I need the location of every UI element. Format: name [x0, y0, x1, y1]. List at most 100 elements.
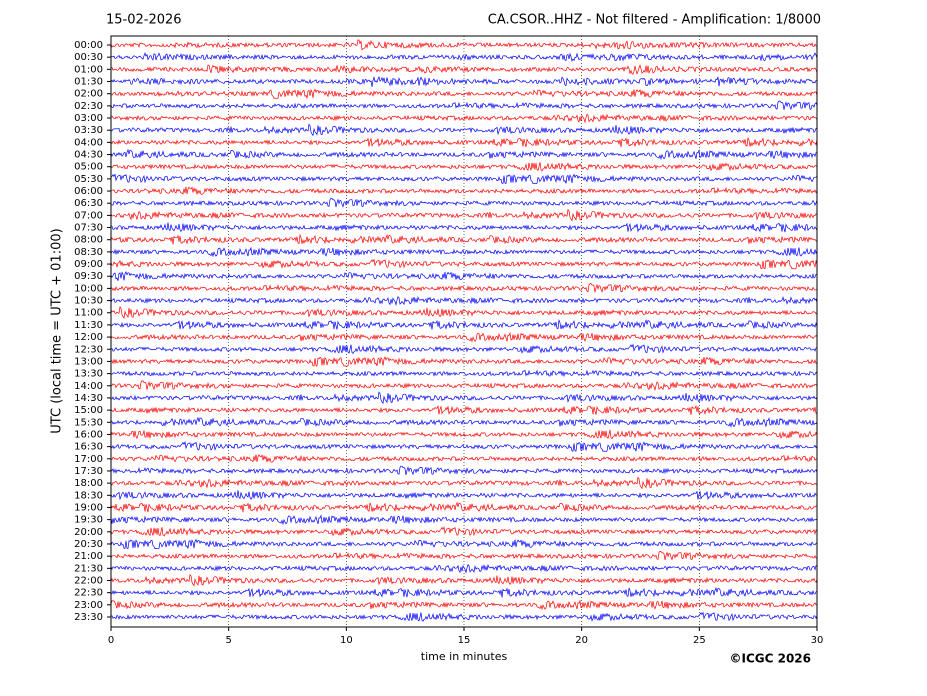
trace [110, 343, 818, 354]
y-tick-label: 19:30 [74, 515, 103, 526]
trace [110, 391, 818, 405]
trace [110, 208, 818, 222]
trace [110, 331, 818, 343]
trace [110, 173, 818, 185]
trace [110, 573, 818, 587]
y-tick-label: 08:00 [74, 235, 103, 246]
trace [110, 454, 818, 463]
trace [110, 222, 818, 233]
trace [110, 563, 818, 574]
trace [110, 52, 818, 63]
y-tick-label: 23:00 [74, 600, 103, 611]
y-tick-label: 16:30 [74, 442, 103, 453]
trace [110, 100, 818, 111]
y-tick-label: 01:00 [74, 64, 103, 75]
x-tick-label: 15 [458, 635, 471, 646]
trace [110, 429, 818, 440]
trace [110, 538, 818, 550]
trace [110, 490, 818, 501]
y-tick-label: 15:30 [74, 417, 103, 428]
y-tick-label: 02:30 [74, 101, 103, 112]
y-tick-label: 07:00 [74, 210, 103, 221]
y-tick-label: 23:30 [74, 612, 103, 623]
y-tick-label: 21:30 [74, 563, 103, 574]
y-tick-label: 05:30 [74, 174, 103, 185]
y-tick-label: 22:30 [74, 588, 103, 599]
trace [110, 356, 818, 367]
y-tick-label: 09:00 [74, 259, 103, 270]
x-tick-label: 25 [693, 635, 706, 646]
trace [110, 64, 818, 75]
y-tick-label: 00:30 [74, 52, 103, 63]
y-tick-label: 16:00 [74, 429, 103, 440]
y-tick-label: 12:30 [74, 344, 103, 355]
trace [110, 113, 818, 124]
y-tick-label: 14:30 [74, 393, 103, 404]
y-tick-label: 10:00 [74, 283, 103, 294]
chart-title: CA.CSOR..HHZ - Not filtered - Amplificat… [488, 13, 821, 28]
trace [110, 440, 818, 452]
trace [110, 258, 818, 270]
trace [110, 137, 818, 148]
trace [110, 186, 818, 195]
y-tick-label: 08:30 [74, 247, 103, 258]
y-tick-label: 21:00 [74, 551, 103, 562]
trace [110, 369, 818, 378]
trace [110, 271, 817, 281]
trace [110, 526, 818, 537]
y-tick-label: 12:00 [74, 332, 103, 343]
trace [110, 305, 818, 319]
y-tick-label: 17:00 [74, 454, 103, 465]
y-axis-label: UTC (local time = UTC + 01:00) [50, 228, 65, 433]
trace [110, 465, 818, 476]
x-tick-label: 20 [575, 635, 588, 646]
x-tick-label: 5 [225, 635, 231, 646]
trace [110, 198, 818, 208]
y-tick-label: 04:30 [74, 150, 103, 161]
y-tick-label: 20:30 [74, 539, 103, 550]
trace [110, 380, 818, 392]
y-tick-label: 00:00 [74, 40, 103, 51]
trace [110, 550, 818, 561]
y-tick-label: 22:00 [74, 575, 103, 586]
x-tick-label: 10 [340, 635, 353, 646]
trace [110, 611, 818, 622]
y-tick-label: 05:00 [74, 162, 103, 173]
y-tick-label: 14:00 [74, 381, 103, 392]
trace [110, 88, 818, 99]
trace [110, 295, 818, 307]
y-tick-label: 07:30 [74, 223, 103, 234]
y-tick-label: 01:30 [74, 77, 103, 88]
trace [110, 39, 818, 51]
y-tick-label: 06:30 [74, 198, 103, 209]
y-tick-label: 18:00 [74, 478, 103, 489]
y-tick-label: 10:30 [74, 296, 103, 307]
y-tick-label: 02:00 [74, 89, 103, 100]
trace [110, 476, 818, 490]
trace [110, 148, 818, 161]
y-tick-label: 06:00 [74, 186, 103, 197]
y-tick-label: 18:30 [74, 490, 103, 501]
x-axis-label: time in minutes [421, 650, 508, 663]
y-tick-label: 03:00 [74, 113, 103, 124]
date: 15-02-2026 [106, 13, 182, 28]
trace [110, 123, 818, 137]
trace [110, 233, 818, 245]
y-tick-label: 11:30 [74, 320, 103, 331]
trace [110, 162, 818, 172]
x-tick-label: 30 [811, 635, 824, 646]
y-tick-label: 19:00 [74, 502, 103, 513]
trace [110, 283, 818, 293]
trace [110, 246, 818, 258]
plot-frame [110, 35, 818, 628]
y-tick-label: 03:30 [74, 125, 103, 136]
trace [110, 586, 818, 598]
y-tick-label: 15:00 [74, 405, 103, 416]
trace [110, 404, 818, 416]
y-tick-label: 13:00 [74, 356, 103, 367]
y-tick-label: 09:30 [74, 271, 103, 282]
plot-area [110, 36, 818, 627]
trace [110, 501, 818, 513]
trace [110, 416, 818, 428]
